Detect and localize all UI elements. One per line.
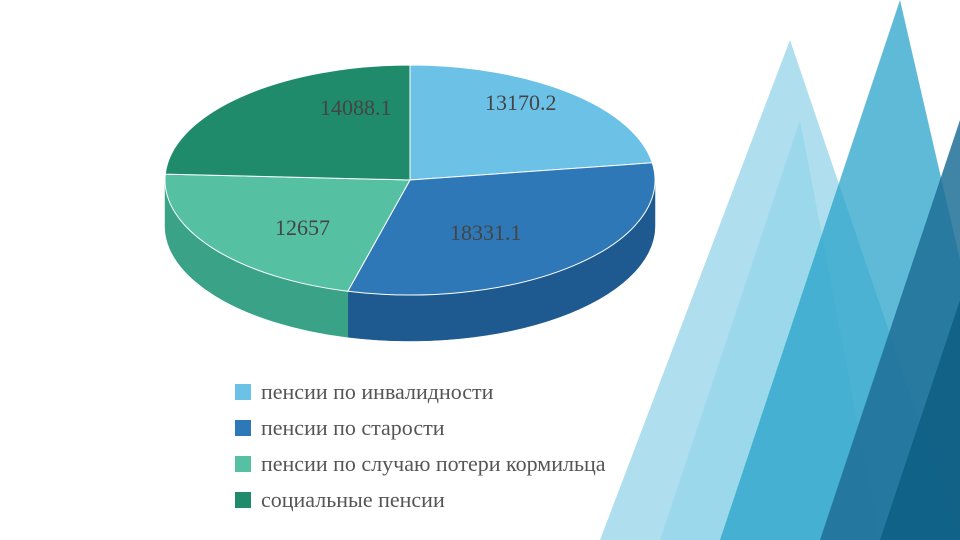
pie-slice (410, 65, 652, 180)
legend-label: пенсии по старости (261, 411, 445, 445)
legend: пенсии по инвалидностипенсии по старости… (235, 375, 606, 519)
legend-item: пенсии по случаю потери кормильца (235, 447, 606, 481)
slice-value-label: 14088.1 (320, 95, 392, 121)
slice-value-label: 12657 (275, 215, 330, 241)
slice-value-label: 18331.1 (450, 220, 522, 246)
slide: 13170.2 18331.1 12657 14088.1 пенсии по инв… (0, 0, 960, 540)
slice-value-label: 13170.2 (485, 90, 557, 116)
legend-label: пенсии по инвалидности (261, 375, 493, 409)
legend-item: пенсии по инвалидности (235, 375, 606, 409)
legend-item: пенсии по старости (235, 411, 606, 445)
pie-chart: 13170.2 18331.1 12657 14088.1 (150, 30, 670, 350)
legend-item: социальные пенсии (235, 483, 606, 517)
legend-swatch (235, 492, 251, 508)
legend-swatch (235, 456, 251, 472)
legend-swatch (235, 420, 251, 436)
legend-swatch (235, 384, 251, 400)
pie-slice (165, 65, 410, 180)
legend-label: социальные пенсии (261, 483, 445, 517)
legend-label: пенсии по случаю потери кормильца (261, 447, 606, 481)
pie-svg (150, 30, 670, 350)
